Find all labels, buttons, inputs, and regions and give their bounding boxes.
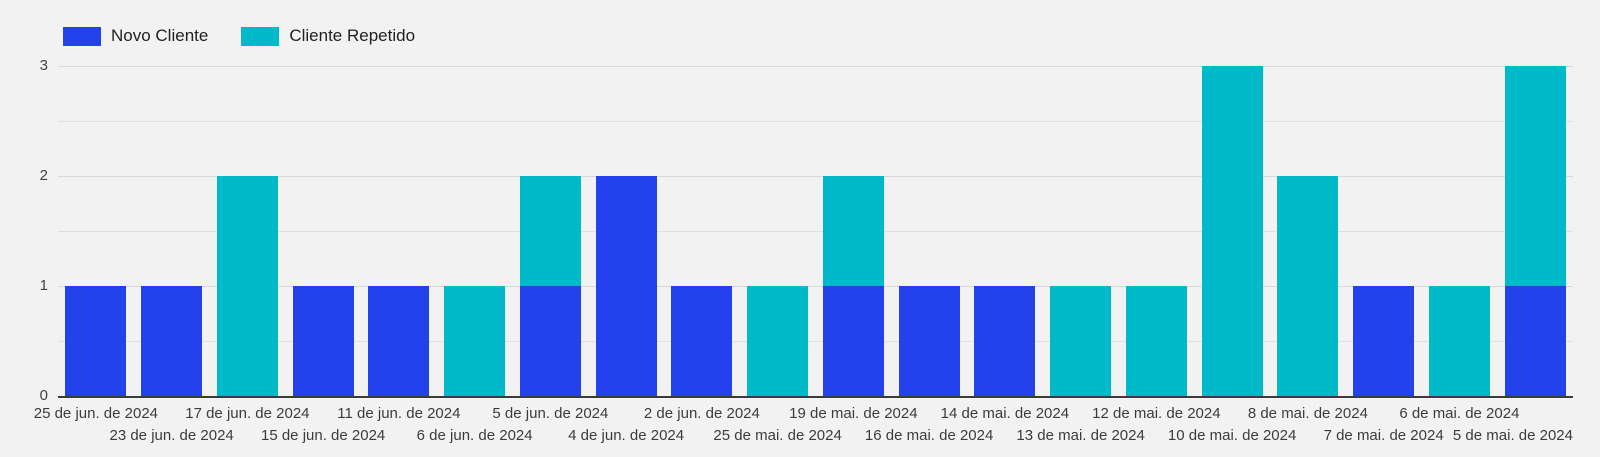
bar-cliente-repetido[interactable] xyxy=(1050,286,1112,396)
legend-label: Novo Cliente xyxy=(111,26,209,45)
x-axis-label: 12 de mai. de 2024 xyxy=(1092,405,1221,422)
gridline-minor xyxy=(58,121,1573,122)
gridline-minor xyxy=(58,231,1573,232)
x-axis-label: 19 de mai. de 2024 xyxy=(789,405,918,422)
bar-cliente-repetido[interactable] xyxy=(1504,66,1566,286)
bar-cliente-repetido[interactable] xyxy=(1277,176,1339,396)
x-axis-label: 8 de mai. de 2024 xyxy=(1247,405,1368,422)
y-axis-tick-label: 2 xyxy=(39,167,48,184)
bar-cliente-repetido[interactable] xyxy=(216,176,278,396)
x-axis-label: 17 de jun. de 2024 xyxy=(185,405,310,422)
x-axis-label: 25 de mai. de 2024 xyxy=(713,427,842,444)
y-axis-tick-label: 3 xyxy=(39,57,48,74)
gridline-minor xyxy=(58,341,1573,342)
legend-swatch-cliente-repetido xyxy=(241,26,280,46)
bar-novo-cliente[interactable] xyxy=(519,286,581,396)
x-axis-label: 23 de jun. de 2024 xyxy=(109,427,234,444)
x-axis-label: 11 de jun. de 2024 xyxy=(337,405,461,422)
x-axis-line xyxy=(58,396,1573,398)
legend-item-cliente-repetido[interactable]: Cliente Repetido xyxy=(241,26,415,46)
bar-cliente-repetido[interactable] xyxy=(822,176,884,286)
x-axis-label: 25 de jun. de 2024 xyxy=(33,405,159,422)
x-axis-label: 7 de mai. de 2024 xyxy=(1323,427,1444,444)
bar-novo-cliente[interactable] xyxy=(898,286,960,396)
x-axis-label: 16 de mai. de 2024 xyxy=(864,427,994,444)
legend-swatch-novo-cliente xyxy=(63,26,101,46)
x-axis-label: 10 de mai. de 2024 xyxy=(1167,427,1297,444)
bar-novo-cliente[interactable] xyxy=(65,286,127,396)
legend-label: Cliente Repetido xyxy=(289,26,416,45)
chart-legend: Novo Cliente Cliente Repetido xyxy=(63,26,415,46)
bar-cliente-repetido[interactable] xyxy=(1125,286,1187,396)
bar-novo-cliente[interactable] xyxy=(368,286,430,396)
x-axis-label: 6 de jun. de 2024 xyxy=(416,427,533,444)
bar-novo-cliente[interactable] xyxy=(292,286,354,396)
gridline-major xyxy=(58,176,1573,177)
bar-cliente-repetido[interactable] xyxy=(1201,66,1263,396)
bar-novo-cliente[interactable] xyxy=(974,286,1036,396)
bar-cliente-repetido[interactable] xyxy=(519,176,581,286)
bar-novo-cliente[interactable] xyxy=(671,286,733,396)
x-axis-label: 4 de jun. de 2024 xyxy=(568,427,685,444)
bar-novo-cliente[interactable] xyxy=(1504,286,1566,396)
x-axis-label: 5 de mai. de 2024 xyxy=(1452,427,1573,444)
bar-novo-cliente[interactable] xyxy=(141,286,203,396)
y-axis-tick-label: 1 xyxy=(39,277,48,294)
gridline-major xyxy=(58,286,1573,287)
bar-novo-cliente[interactable] xyxy=(1353,286,1415,396)
x-axis-label: 13 de mai. de 2024 xyxy=(1016,427,1145,444)
x-axis-label: 2 de jun. de 2024 xyxy=(643,405,760,422)
x-axis-label: 5 de jun. de 2024 xyxy=(492,405,609,422)
x-axis-label: 6 de mai. de 2024 xyxy=(1399,405,1520,422)
bar-cliente-repetido[interactable] xyxy=(1428,286,1490,396)
gridline-major xyxy=(58,66,1573,67)
bar-novo-cliente[interactable] xyxy=(595,176,657,396)
legend-item-novo-cliente[interactable]: Novo Cliente xyxy=(63,26,208,46)
bar-novo-cliente[interactable] xyxy=(822,286,884,396)
bar-cliente-repetido[interactable] xyxy=(747,286,809,396)
x-axis-label: 14 de mai. de 2024 xyxy=(940,405,1070,422)
y-axis-tick-label: 0 xyxy=(39,387,48,404)
bar-cliente-repetido[interactable] xyxy=(444,286,506,396)
x-axis-label: 15 de jun. de 2024 xyxy=(260,427,386,444)
